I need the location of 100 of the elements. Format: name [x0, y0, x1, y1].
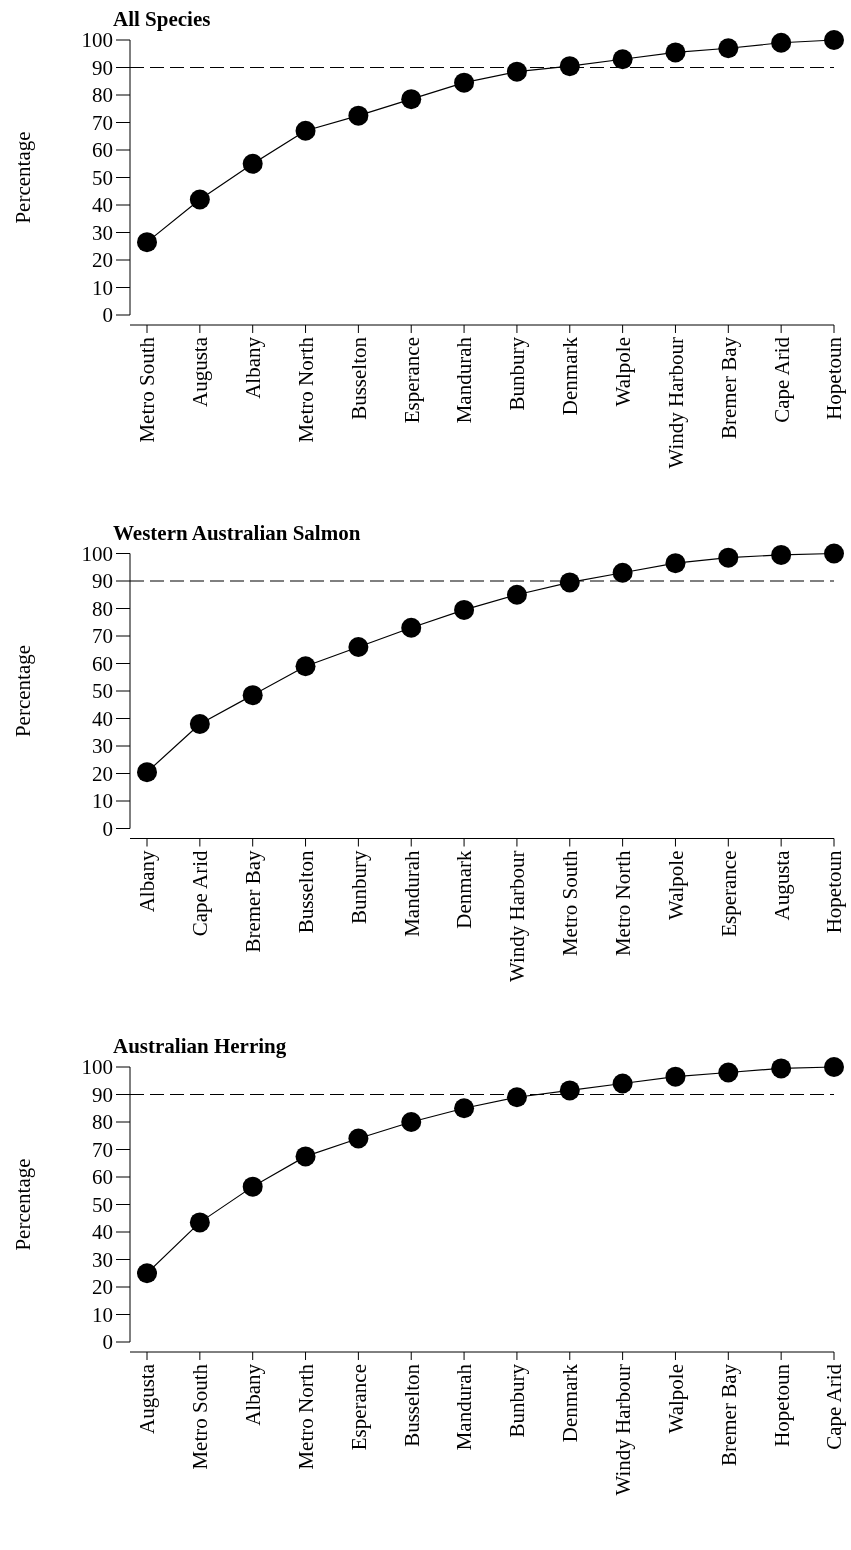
- y-tick-label: 10: [92, 1302, 113, 1327]
- point: [718, 547, 739, 568]
- point: [506, 584, 527, 605]
- y-tick-label: 90: [92, 569, 113, 594]
- x-tick-label: Hopetoun: [822, 850, 847, 934]
- y-axis-title: Percentage: [11, 644, 35, 738]
- point: [824, 1057, 844, 1077]
- point: [189, 189, 210, 210]
- x-tick-label: Walpole: [663, 1364, 688, 1434]
- x-tick-label: Albany: [135, 850, 160, 913]
- point: [559, 572, 580, 593]
- y-tick-label: 10: [92, 275, 113, 300]
- point: [718, 1062, 739, 1083]
- point: [612, 562, 633, 583]
- y-tick-label: 70: [92, 110, 113, 135]
- point: [506, 1087, 527, 1108]
- y-axis-title: Percentage: [11, 1158, 35, 1251]
- chart-title: Western Australian Salmon: [113, 520, 361, 545]
- x-tick-label: Albany: [241, 1363, 266, 1426]
- y-tick-label: 90: [92, 55, 113, 80]
- x-tick-label: Augusta: [188, 336, 213, 407]
- point: [718, 38, 739, 59]
- x-tick-label: Bremer Bay: [241, 850, 266, 953]
- point: [612, 49, 633, 70]
- y-tick-label: 60: [92, 651, 113, 676]
- y-tick-label: 50: [92, 1192, 113, 1217]
- point: [771, 32, 792, 53]
- x-tick-label: Cape Arid: [822, 1363, 847, 1450]
- y-tick-label: 70: [92, 1137, 113, 1162]
- y-tick-label: 40: [92, 193, 113, 218]
- x-tick-label: Metro South: [558, 850, 583, 957]
- y-tick-label: 0: [102, 1330, 113, 1355]
- point: [295, 1146, 316, 1167]
- y-tick-label: 90: [92, 1082, 113, 1107]
- x-tick-label: Esperance: [399, 337, 424, 424]
- x-tick-label: Windy Harbour: [505, 850, 530, 983]
- point: [348, 637, 369, 657]
- x-tick-label: Windy Harbour: [610, 1364, 635, 1496]
- point: [401, 89, 422, 110]
- y-tick-label: 10: [92, 789, 113, 814]
- x-tick-label: Walpole: [663, 850, 688, 920]
- point: [137, 232, 157, 253]
- point: [824, 30, 844, 50]
- point: [137, 762, 157, 783]
- x-tick-label: Denmark: [558, 336, 583, 416]
- y-tick-label: 50: [92, 165, 113, 190]
- y-tick-label: 0: [102, 816, 113, 841]
- x-tick-label: Cape Arid: [188, 850, 213, 937]
- x-tick-label: Denmark: [558, 1363, 583, 1443]
- point: [454, 599, 475, 620]
- x-tick-label: Bunbury: [346, 850, 371, 924]
- point: [559, 56, 580, 77]
- x-tick-label: Cape Arid: [769, 336, 794, 423]
- y-tick-label: 80: [92, 83, 113, 108]
- point: [137, 1263, 157, 1284]
- x-tick-label: Metro North: [293, 336, 318, 443]
- x-tick-label: Mandurah: [452, 336, 477, 424]
- x-tick-label: Bunbury: [505, 1363, 530, 1438]
- y-tick-label: 20: [92, 1275, 113, 1300]
- x-tick-label: Metro South: [188, 1363, 213, 1470]
- x-tick-label: Walpole: [610, 337, 635, 407]
- x-tick-label: Windy Harbour: [663, 337, 688, 469]
- x-tick-label: Busselton: [346, 336, 371, 420]
- x-tick-label: Mandurah: [399, 850, 424, 937]
- y-tick-label: 40: [92, 706, 113, 731]
- point: [771, 544, 792, 565]
- y-tick-label: 30: [92, 1247, 113, 1272]
- point: [295, 120, 316, 141]
- point: [771, 1058, 792, 1079]
- point: [295, 656, 316, 677]
- point: [454, 72, 475, 93]
- point: [242, 153, 263, 174]
- y-tick-label: 30: [92, 734, 113, 759]
- x-tick-label: Hopetoun: [769, 1363, 794, 1447]
- x-tick-label: Metro South: [135, 336, 160, 443]
- y-tick-label: 20: [92, 248, 113, 273]
- y-tick-label: 70: [92, 624, 113, 649]
- x-tick-label: Bremer Bay: [716, 1363, 741, 1467]
- chart-title: Australian Herring: [113, 1034, 287, 1058]
- point: [506, 61, 527, 82]
- point: [401, 1112, 422, 1132]
- x-tick-label: Bunbury: [505, 336, 530, 411]
- y-tick-label: 80: [92, 1110, 113, 1135]
- chart-title: All Species: [113, 7, 211, 31]
- y-tick-label: 40: [92, 1220, 113, 1245]
- y-tick-label: 100: [81, 28, 113, 53]
- x-tick-label: Metro North: [293, 1363, 318, 1470]
- x-tick-label: Albany: [241, 336, 266, 399]
- point: [348, 105, 369, 126]
- point: [189, 1212, 210, 1233]
- x-tick-label: Esperance: [346, 1364, 371, 1451]
- point: [348, 1128, 369, 1149]
- x-tick-label: Denmark: [452, 850, 477, 929]
- x-tick-label: Augusta: [769, 849, 794, 921]
- point: [454, 1098, 475, 1119]
- point: [665, 553, 686, 574]
- point: [242, 1176, 263, 1197]
- x-tick-label: Mandurah: [452, 1363, 477, 1451]
- point: [665, 1066, 686, 1087]
- x-tick-label: Busselton: [293, 850, 318, 934]
